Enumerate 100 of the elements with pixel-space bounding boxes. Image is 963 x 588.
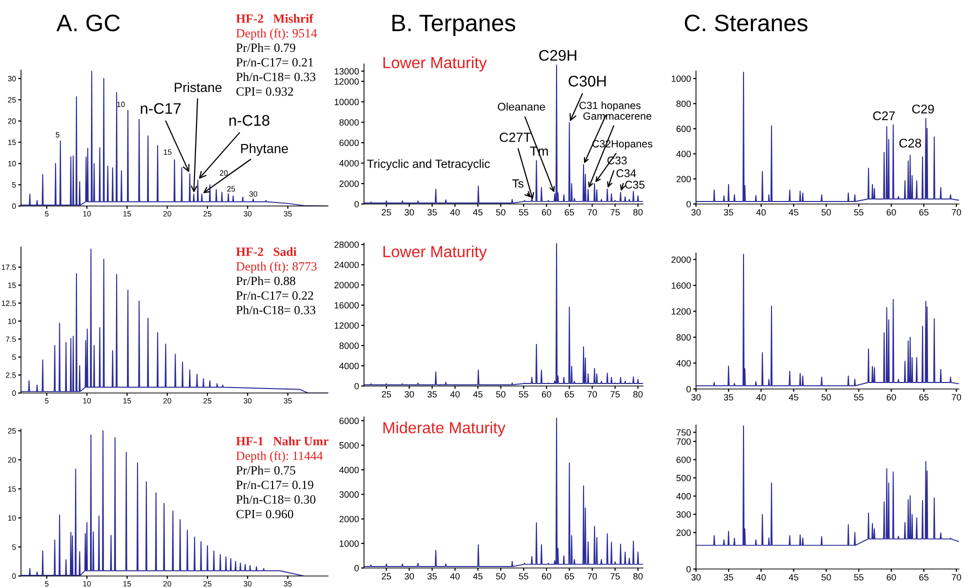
annotation: C29H (539, 50, 576, 61)
x-tick-label: 45 (788, 574, 798, 580)
x-tick-label: 30 (691, 574, 701, 580)
y-tick-label: 400 (676, 493, 691, 500)
y-tick-label: 800 (676, 334, 691, 341)
x-tick-label: 30 (691, 209, 701, 216)
x-tick-label: 55 (518, 391, 528, 398)
annotation: Ts (512, 179, 524, 188)
x-tick-label: 60 (542, 573, 552, 580)
x-tick-label: 40 (756, 574, 766, 580)
x-tick-label: 45 (473, 391, 483, 398)
x-tick-label: 50 (822, 394, 831, 400)
chart-title: B. Terpanes (392, 14, 516, 36)
x-tick-label: 45 (473, 209, 483, 216)
annotation: C29 (912, 104, 934, 114)
x-tick-label: 55 (518, 209, 528, 216)
annotation: n-C17 (140, 103, 181, 114)
annotation: C35 (625, 180, 645, 189)
x-tick-label: 80 (633, 573, 643, 580)
annotation: Oleanane (498, 102, 545, 111)
y-tick-label: 20000 (334, 282, 359, 288)
annotation: HF-1 Nahr Umr (236, 436, 328, 446)
y-tick-label: 6000 (340, 140, 359, 146)
x-tick-label: 80 (633, 209, 643, 216)
annotation: C31 hopanes (579, 101, 641, 112)
y-tick-label: 3000 (339, 491, 359, 498)
annotation: CPI= 0.960 (236, 510, 294, 518)
x-tick-label: 45 (473, 573, 483, 580)
annotation: Phytane (241, 144, 288, 156)
y-tick-label: 1600 (672, 282, 691, 289)
y-tick-label: 4000 (339, 466, 359, 474)
x-tick-label: 75 (610, 391, 620, 398)
y-tick-label: 0 (354, 564, 359, 572)
y-tick-label: 2000 (340, 180, 359, 187)
x-tick-label: 35 (427, 391, 437, 398)
y-tick-label: 1000 (340, 540, 359, 547)
line-series (696, 425, 959, 546)
y-tick-label: 6000 (340, 418, 359, 424)
y-tick-label: 28000 (334, 241, 359, 248)
x-tick-label: 75 (610, 573, 620, 580)
y-tick-label: 400 (676, 360, 691, 366)
y-tick-label: 1200 (672, 308, 691, 315)
annotation: C27 (873, 111, 895, 120)
x-tick-label: 70 (588, 209, 597, 216)
x-tick-label: 70 (588, 391, 597, 398)
x-tick-label: 40 (450, 391, 460, 398)
y-tick-label: 8000 (339, 119, 359, 126)
text: HF-2 Mishrif (236, 14, 314, 23)
line-series (364, 418, 643, 568)
x-tick-label: 55 (854, 394, 864, 400)
chart-subtitle: Miderate Maturity (383, 422, 506, 437)
x-tick-label: 65 (919, 574, 928, 580)
y-tick-label: 5000 (339, 442, 359, 449)
x-tick-label: 50 (822, 209, 831, 216)
x-tick-label: 30 (404, 573, 414, 580)
x-tick-label: 35 (724, 394, 734, 400)
annotation: Pr/Ph= 0.75 (236, 466, 296, 475)
annotation: Ph/n-C18= 0.33 (236, 306, 316, 314)
y-tick-label: 0 (354, 382, 359, 390)
annotation: HF-2 Sadi (236, 247, 296, 256)
x-tick-label: 55 (854, 209, 864, 216)
y-tick-label: 600 (676, 456, 691, 463)
x-tick-label: 25 (382, 209, 392, 216)
y-tick-label: 12000 (334, 78, 359, 85)
x-tick-label: 50 (496, 391, 506, 398)
annotation: C34 (616, 169, 636, 178)
line-series (696, 72, 959, 202)
annotation: C28 (899, 138, 922, 148)
annotation: Pristane (174, 82, 222, 92)
y-tick-label: 600 (676, 126, 691, 132)
y-tick-label: 400 (676, 150, 691, 158)
annotation: Ph/n-C18= 0.33 (236, 72, 316, 82)
annotation: Depth (ft): 8773 (236, 262, 317, 274)
text: Pr/n-C17= 0.21 (236, 58, 314, 67)
x-tick-label: 25 (382, 573, 392, 580)
y-tick-label: 2000 (672, 256, 691, 263)
annotation: Depth (ft): 11444 (236, 451, 323, 463)
line-series (364, 243, 643, 386)
chart-subtitle: Lower Maturity (383, 56, 487, 72)
x-tick-label: 40 (450, 209, 460, 216)
annotation: Pr/Ph= 0.88 (236, 276, 296, 286)
text: Depth (ft): 9514 (236, 28, 317, 40)
x-tick-label: 40 (756, 209, 766, 216)
x-tick-label: 70 (952, 394, 962, 400)
y-tick-label: 8000 (339, 342, 359, 349)
x-tick-label: 60 (886, 574, 896, 580)
x-tick-label: 65 (919, 209, 928, 216)
y-tick-label: 24000 (334, 262, 359, 268)
x-tick-label: 60 (542, 391, 552, 398)
x-tick-label: 60 (886, 394, 896, 400)
line-series (696, 254, 959, 386)
y-tick-label: 0 (354, 200, 359, 208)
y-tick-label: 4000 (339, 362, 359, 370)
y-tick-label: 800 (676, 100, 691, 107)
y-tick-label: 1000 (672, 75, 691, 82)
chart-title: C. Steranes (684, 14, 808, 32)
y-tick-label: 12000 (334, 322, 359, 329)
annotation: C30H (568, 76, 606, 87)
y-tick-label: 2000 (340, 516, 359, 522)
y-tick-label: 200 (676, 176, 691, 182)
